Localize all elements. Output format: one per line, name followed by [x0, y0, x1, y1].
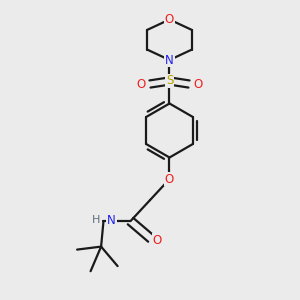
Text: N: N [107, 214, 116, 227]
Text: S: S [166, 74, 173, 88]
Text: O: O [136, 77, 146, 91]
Text: O: O [165, 13, 174, 26]
Text: O: O [153, 233, 162, 247]
Text: O: O [165, 172, 174, 186]
Text: H: H [92, 215, 100, 225]
Text: N: N [165, 53, 174, 67]
Text: O: O [194, 77, 202, 91]
